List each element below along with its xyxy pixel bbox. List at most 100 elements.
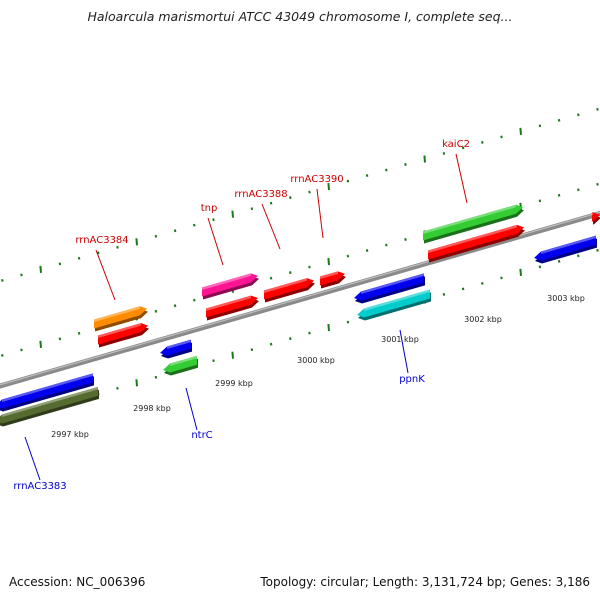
callout-line bbox=[316, 188, 324, 239]
ruler-label: 2998 kbp bbox=[133, 404, 171, 413]
callout-line bbox=[207, 217, 224, 266]
minor-tick bbox=[557, 193, 561, 197]
minor-tick bbox=[20, 348, 23, 352]
ruler-label: 2999 kbp bbox=[215, 379, 253, 388]
minor-tick bbox=[308, 331, 311, 335]
major-tick bbox=[327, 182, 330, 191]
feature-bar bbox=[320, 271, 346, 289]
minor-tick bbox=[269, 342, 273, 346]
minor-tick bbox=[596, 107, 599, 111]
feature-bar bbox=[534, 235, 597, 264]
ruler-label: 3001 kbp bbox=[381, 335, 419, 344]
minor-tick bbox=[173, 304, 177, 308]
minor-tick bbox=[385, 168, 388, 172]
feature-tracks bbox=[0, 204, 600, 427]
gene-label: rrnAC3388 bbox=[234, 189, 287, 200]
feature-bar bbox=[592, 212, 600, 225]
gene-label: rrnAC3390 bbox=[290, 174, 343, 185]
minor-tick bbox=[346, 320, 350, 324]
minor-tick bbox=[557, 259, 561, 263]
minor-tick bbox=[1, 353, 4, 357]
minor-tick bbox=[154, 309, 158, 313]
minor-tick bbox=[500, 135, 503, 139]
gene-bar-kaiC2 bbox=[423, 204, 524, 244]
major-tick bbox=[327, 323, 330, 332]
major-tick bbox=[519, 127, 522, 135]
gene-bar-rrnAC3384 bbox=[94, 306, 148, 332]
minor-tick bbox=[596, 182, 599, 186]
minor-tick bbox=[308, 265, 311, 269]
minor-tick bbox=[116, 245, 119, 249]
minor-tick bbox=[577, 188, 580, 192]
ruler-labels: 2997 kbp 2998 kbp 2999 kbp 3000 kbp 3001 kbp… bbox=[51, 294, 585, 439]
feature-bar bbox=[264, 278, 315, 303]
minor-tick bbox=[1, 278, 4, 282]
minor-tick bbox=[77, 256, 81, 260]
major-tick bbox=[231, 351, 234, 359]
upper-tick-row bbox=[1, 107, 599, 282]
minor-tick bbox=[97, 251, 100, 255]
summary-text: Topology: circular; Length: 3,131,724 bp… bbox=[260, 575, 590, 589]
ruler-label: 2997 kbp bbox=[51, 430, 89, 439]
minor-tick bbox=[461, 146, 465, 150]
feature-bar bbox=[160, 339, 192, 359]
gene-label: tnp bbox=[201, 203, 218, 214]
minor-tick bbox=[404, 163, 407, 166]
minor-tick bbox=[481, 140, 484, 144]
gene-label: ppnK bbox=[399, 374, 425, 385]
major-tick bbox=[39, 340, 42, 348]
ruler-label: 3003 kbp bbox=[547, 294, 585, 303]
minor-tick bbox=[481, 281, 484, 285]
minor-tick bbox=[116, 386, 119, 390]
minor-tick bbox=[212, 218, 215, 222]
major-tick bbox=[519, 268, 522, 276]
gene-bar-ppnK bbox=[357, 289, 431, 321]
major-tick bbox=[135, 238, 138, 246]
minor-tick bbox=[577, 113, 580, 117]
minor-tick bbox=[365, 174, 369, 177]
gene-label: rrnAC3384 bbox=[75, 235, 128, 246]
major-tick bbox=[39, 265, 42, 273]
minor-tick bbox=[250, 207, 254, 211]
minor-tick bbox=[269, 276, 273, 280]
minor-tick bbox=[500, 276, 503, 280]
feature-bar bbox=[98, 323, 149, 348]
minor-tick bbox=[193, 298, 196, 302]
gene-label: kaiC2 bbox=[442, 139, 470, 150]
minor-tick bbox=[346, 254, 350, 258]
minor-tick bbox=[289, 196, 292, 200]
minor-tick bbox=[442, 152, 446, 155]
feature-bar bbox=[428, 224, 525, 263]
minor-tick bbox=[173, 229, 177, 233]
minor-tick bbox=[20, 273, 23, 277]
feature-bar bbox=[206, 295, 259, 321]
gene-label: ntrC bbox=[191, 430, 212, 441]
minor-tick bbox=[269, 201, 273, 205]
minor-tick bbox=[385, 243, 388, 247]
minor-tick bbox=[289, 337, 292, 341]
major-tick bbox=[327, 257, 330, 266]
minor-tick bbox=[538, 265, 542, 269]
gene-label: rrnAC3383 bbox=[13, 481, 66, 492]
minor-tick bbox=[557, 118, 561, 122]
gene-bar-rrnAC3383 bbox=[0, 386, 99, 427]
minor-tick bbox=[58, 262, 62, 266]
minor-tick bbox=[461, 287, 465, 291]
backbone-line bbox=[0, 210, 600, 389]
minor-tick bbox=[308, 190, 311, 194]
minor-tick bbox=[212, 359, 215, 363]
minor-tick bbox=[538, 199, 542, 203]
minor-tick bbox=[250, 348, 254, 352]
gene-bar-ntrC bbox=[163, 355, 198, 376]
minor-tick bbox=[577, 254, 580, 258]
ruler-label: 3002 kbp bbox=[464, 315, 502, 324]
callout-line bbox=[455, 153, 468, 204]
major-tick bbox=[231, 210, 234, 218]
minor-tick bbox=[538, 124, 542, 128]
map-title: Haloarcula marismortui ATCC 43049 chromo… bbox=[87, 9, 513, 24]
minor-tick bbox=[346, 179, 350, 183]
minor-tick bbox=[365, 249, 369, 252]
minor-tick bbox=[154, 375, 158, 379]
minor-tick bbox=[58, 337, 62, 341]
